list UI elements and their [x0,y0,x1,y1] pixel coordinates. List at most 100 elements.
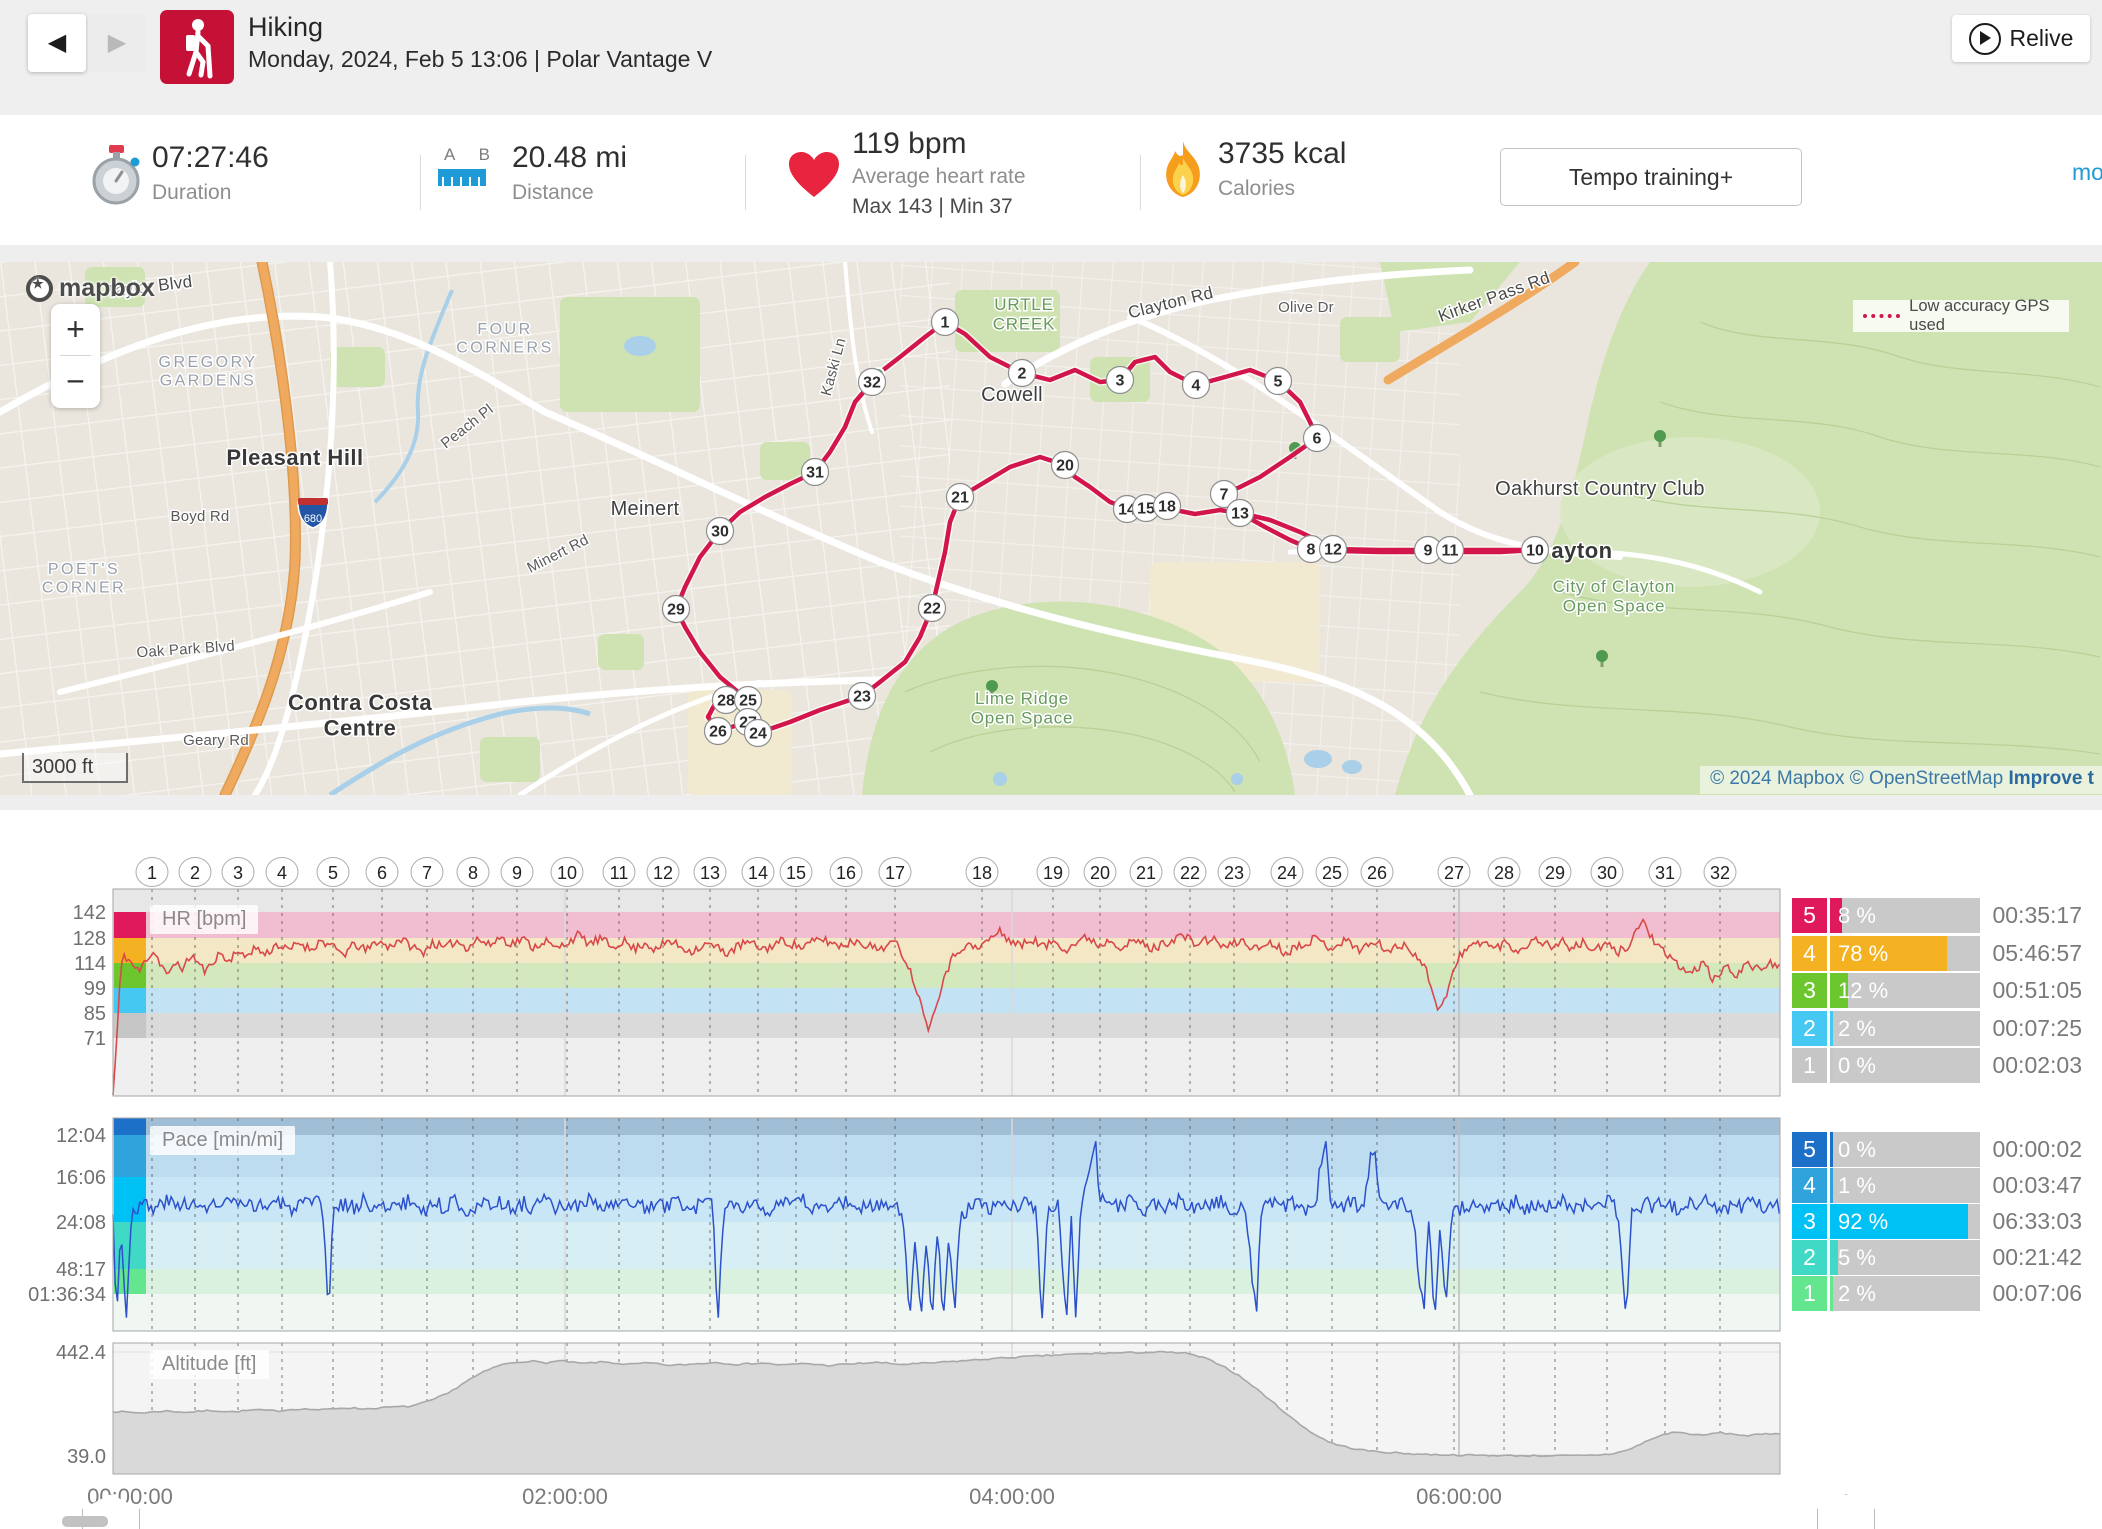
lap-marker: 7 [410,857,444,887]
divider [745,155,746,210]
zone-bar-fill [1830,1010,1833,1046]
svg-text:4: 4 [277,863,287,883]
stats-bar: 07:27:46 Duration A B 20.48 mi Distance … [0,115,2102,245]
mapbox-attribution-link[interactable]: © 2024 Mapbox [1710,768,1845,789]
route-map[interactable]: 680 Taylor Blvd FOUR CORNERS GREGORY GARDENS P… [0,262,2102,795]
axis-tick-label: 99 [84,978,106,1000]
divider [60,355,91,356]
axis-tick-label: 01:36:34 [28,1284,106,1306]
zone-bar-track [1830,898,1980,933]
zone-time: 00:35:17 [1992,902,2082,928]
hiking-sport-icon [160,10,234,84]
improve-map-link[interactable]: Improve t [2008,768,2094,789]
zone-percent: 8 % [1838,903,1876,928]
svg-text:6: 6 [377,863,387,883]
lap-marker: 25 [1315,857,1349,887]
route-marker: 26 [703,716,733,746]
horizontal-scrollbar-thumb[interactable] [62,1516,108,1527]
axis-tick-label: 39.0 [67,1446,106,1468]
svg-text:29: 29 [667,602,685,619]
hr-series-line [112,917,1781,1096]
svg-text:31: 31 [806,465,824,482]
zone-percent: 2 % [1838,1015,1876,1041]
route-marker: 9 [1413,535,1443,565]
svg-text:23: 23 [1224,863,1244,883]
svg-text:15: 15 [1137,501,1155,518]
zone-bar-track [1830,1168,1980,1203]
zoom-in-button[interactable]: + [66,311,85,347]
lap-marker: 21 [1129,857,1163,887]
svg-text:12: 12 [1324,542,1342,559]
zone-bar-track [1830,1132,1980,1167]
svg-text:9: 9 [512,863,522,883]
route-marker: 28 [711,685,741,715]
zone-number: 2 [1792,1010,1827,1046]
lap-marker: 3 [221,857,255,887]
zone-time: 00:02:03 [1992,1052,2082,1078]
activity-title: Hiking [248,12,324,42]
svg-text:11: 11 [1442,543,1459,560]
zone-percent: 5 % [1838,1245,1876,1270]
axis-tick-label: 85 [84,1003,106,1025]
more-link[interactable]: mo [2072,159,2102,185]
zone-row: 2 2 % 00:07:25 [1792,1010,2090,1046]
training-benefit-button[interactable]: Tempo training+ [1500,148,1802,206]
flame-icon [1160,141,1206,204]
map-attribution: © 2024 Mapbox © OpenStreetMap Improve t [1700,766,2102,794]
lap-marker: 31 [1648,857,1682,887]
svg-text:18: 18 [972,863,992,883]
osm-attribution-link[interactable]: © OpenStreetMap [1849,768,2004,789]
header: ◀ ▶ Hiking Monday, 2024, Feb 5 13:06 | P… [0,0,2102,115]
training-benefit-label: Tempo training+ [1568,163,1734,190]
zone-row: 5 0 % 00:00:02 [1792,1132,2090,1167]
lap-marker: 2 [178,857,212,887]
svg-text:4: 4 [1192,378,1201,395]
heart-rate-value: 119 bpm [852,127,967,160]
route-marker: 6 [1302,423,1332,453]
route-marker: 7 [1209,479,1239,509]
zone-number: 3 [1792,1204,1827,1239]
zone-bar-track [1830,1276,1980,1311]
zone-number: 1 [1792,1048,1827,1083]
gps-accuracy-legend: Low accuracy GPS used [1853,297,2069,334]
svg-text:32: 32 [1710,863,1730,883]
lap-marker: 15 [779,857,813,887]
mapbox-logo[interactable]: mapbox [26,274,155,303]
forward-button[interactable]: ▶ [88,14,146,72]
zone-bar-fill [1830,1240,1838,1275]
lap-marker: 32 [1703,857,1737,887]
zone-number: 3 [1792,973,1827,1008]
zoom-out-button[interactable]: − [66,363,85,399]
hr-zone-swatch [114,1013,146,1038]
route-marker: 15 [1131,493,1161,523]
zone-row: 4 78 % 05:46:57 [1792,935,2090,971]
lap-marker: 18 [965,857,999,887]
zone-time: 00:07:06 [1992,1280,2082,1306]
svg-text:30: 30 [711,524,729,541]
map-label: Contra Costa Centre [288,690,432,740]
map-label: Pleasant Hill [226,445,363,470]
duration-value: 07:27:46 [152,141,269,174]
lap-marker: 26 [1360,857,1394,887]
axis-tick-label: 71 [84,1028,106,1050]
route-marker: 24 [743,718,773,748]
back-button[interactable]: ◀ [28,14,86,72]
lap-marker: 23 [1217,857,1251,887]
calories-value: 3735 kcal [1218,137,1347,170]
route-marker: 18 [1152,491,1182,521]
zone-time: 00:07:25 [1992,1014,2082,1041]
zone-bar-track [1830,935,1980,971]
axis-tick-label: 16:06 [56,1167,106,1189]
svg-text:17: 17 [885,863,905,883]
activity-subtitle: Monday, 2024, Feb 5 13:06 | Polar Vantag… [248,46,713,72]
zone-time: 05:46:57 [1992,939,2082,966]
charts-canvas[interactable]: 14212811499857112:0416:0624:0848:1701:36… [0,810,2102,1529]
zone-row: 5 8 % 00:35:17 [1792,898,2090,933]
zone-time: 00:21:42 [1992,1244,2082,1270]
relive-button[interactable]: Relive [1952,15,2090,62]
svg-text:20: 20 [1056,458,1074,475]
distance-label: Distance [512,181,594,204]
calories-label: Calories [1218,177,1296,200]
